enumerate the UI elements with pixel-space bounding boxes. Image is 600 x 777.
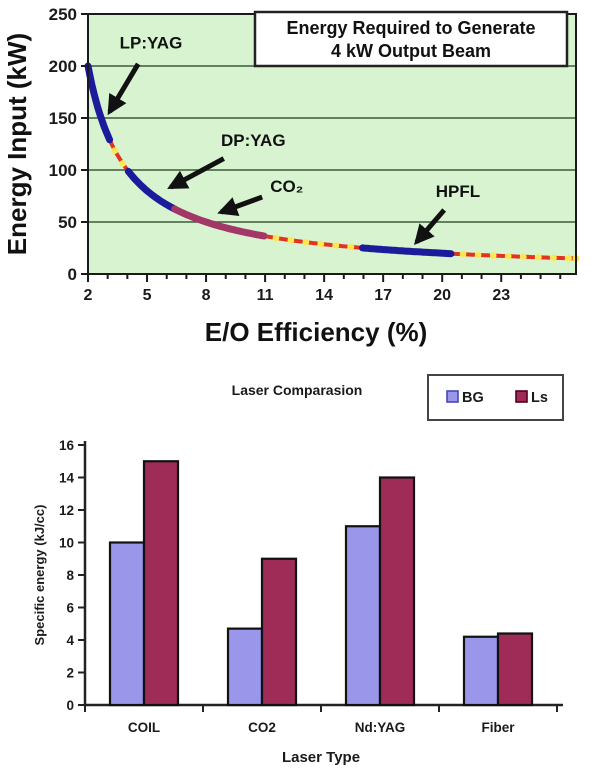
y-tick-label: 10: [59, 536, 74, 551]
x-tick-label: 2: [84, 287, 93, 304]
chart-title-line2: 4 kW Output Beam: [331, 41, 491, 61]
x-tick-label: 11: [257, 287, 274, 304]
chart-title-line1: Energy Required to Generate: [286, 18, 535, 38]
curve-dashed-red: [107, 138, 130, 173]
y-tick-label: 150: [49, 109, 77, 128]
annotation-arrow: [217, 194, 264, 217]
legend-swatch-bg: [446, 390, 459, 403]
legend-label-bg: BG: [462, 390, 484, 406]
y-tick-label: 12: [59, 503, 74, 518]
bar-bg-fiber: [462, 635, 500, 707]
curve-segment-lpyag: [84, 62, 114, 144]
category-label: Nd:YAG: [355, 720, 406, 735]
x-tick-label: 17: [374, 287, 392, 304]
y-axis-title: Specific energy (kJ/cc): [32, 505, 47, 646]
annotation-arrow: [413, 208, 447, 245]
y-tick-label: 6: [66, 601, 74, 616]
y-tick-label: 250: [49, 5, 77, 24]
x-axis-title: E/O Efficiency (%): [205, 317, 428, 347]
category-label: COIL: [128, 720, 160, 735]
bar-bg-co2: [226, 627, 264, 707]
x-tick-label: 5: [143, 287, 152, 304]
laser-comparison-bar-chart: 0 2 4 6 8 10 12 14 16 COIL CO2 Nd:YAG Fiber Laser Com…: [32, 374, 564, 766]
y-tick-label: 2: [66, 666, 74, 681]
y-tick-label: 100: [49, 161, 77, 180]
y-tick-label: 50: [58, 213, 77, 232]
curve-dashed-yellow-dots: [447, 250, 580, 262]
legend-label-ls: Ls: [531, 390, 548, 406]
y-tick-label: 14: [59, 471, 75, 486]
y-tick-label: 4: [66, 633, 74, 648]
bar-ls-ndyag: [378, 476, 416, 707]
energy-input-vs-efficiency-chart: 0 50 100 150 200 250 2 5 8 11 14 17 20 23 LP:YAG DP:YAG…: [2, 5, 580, 347]
x-axis-title: Laser Type: [282, 749, 360, 766]
curve-segment-hpfl: [359, 244, 455, 258]
y-axis-title: Energy Input (kW): [2, 33, 32, 255]
y-tick-label: 0: [68, 265, 77, 284]
chart-title-box: [253, 10, 569, 68]
category-label: Fiber: [481, 720, 515, 735]
segment-label-dpyag: DP:YAG: [221, 131, 286, 150]
bar-ls-fiber: [496, 632, 534, 707]
bar-bg-ndyag: [344, 525, 382, 707]
curve-segment-co: [171, 205, 268, 240]
y-tick-label: 8: [66, 568, 74, 583]
bar-ls-coil: [142, 460, 180, 707]
annotation-arrow: [167, 156, 225, 190]
annotation-arrow: [107, 62, 141, 116]
legend-swatch-ls: [515, 390, 528, 403]
x-tick-label: 20: [433, 287, 451, 304]
category-label: CO2: [248, 720, 276, 735]
x-tick-label: 14: [315, 287, 333, 304]
x-tick-label: 8: [202, 287, 211, 304]
segment-label-hpfl: HPFL: [436, 182, 480, 201]
segment-label-lpyag: LP:YAG: [120, 33, 183, 52]
x-tick-label: 23: [492, 287, 510, 304]
chart-title: Laser Comparasion: [232, 382, 363, 398]
y-tick-label: 200: [49, 57, 77, 76]
y-tick-label: 0: [66, 698, 74, 713]
curve-segment-dpyag: [124, 167, 179, 213]
bar-bg-coil: [108, 541, 146, 707]
y-tick-label: 16: [59, 438, 75, 453]
bar-ls-co2: [260, 557, 298, 707]
segment-label-co: CO₂: [270, 177, 303, 196]
curve-dashed-red: [263, 234, 363, 250]
